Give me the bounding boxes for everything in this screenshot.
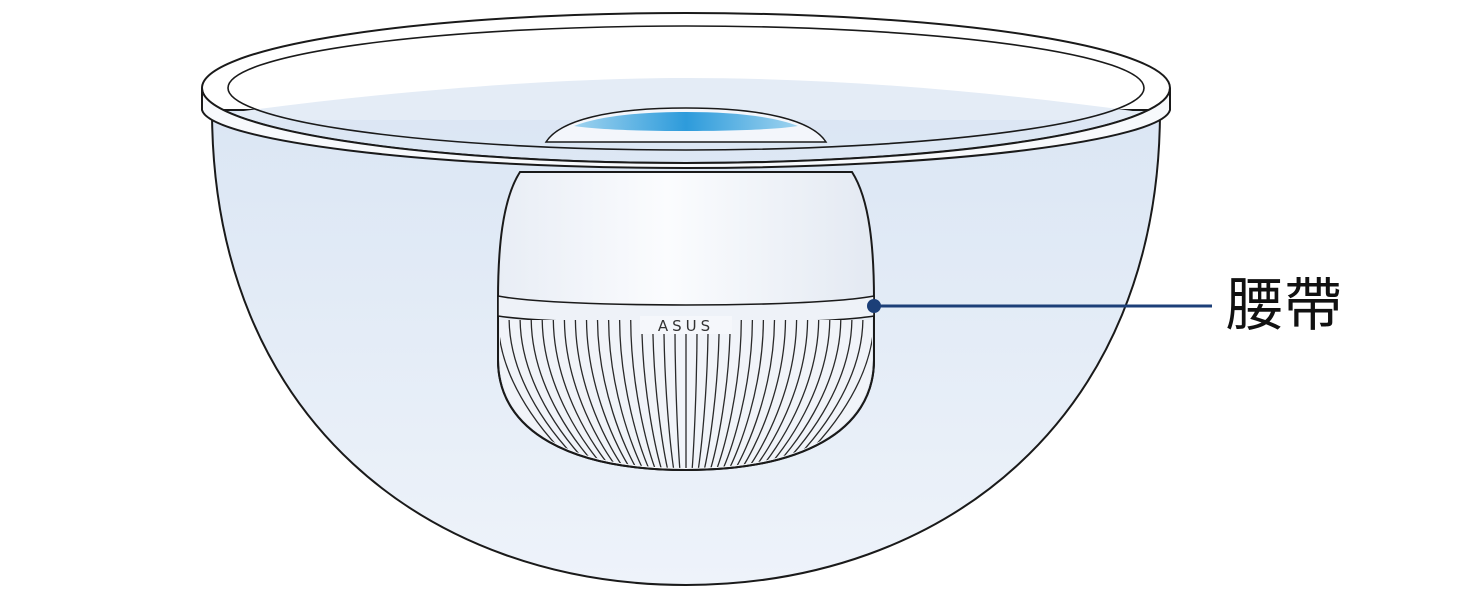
grill-rib: [585, 320, 632, 468]
bowl-rim-band: [201, 87, 1171, 170]
grill-rib: [734, 320, 776, 468]
grill-rib: [715, 320, 742, 468]
grill-rib: [641, 320, 663, 468]
brand-text: ASUS: [658, 317, 714, 335]
grill-rib: [674, 320, 681, 468]
grill-rib: [752, 320, 809, 468]
grill-rib: [630, 320, 657, 468]
grill-rib: [652, 320, 669, 468]
grill-rib: [563, 320, 620, 468]
grill-rib: [691, 320, 698, 468]
grill-rib: [709, 320, 731, 468]
callout-marker-dot: [867, 299, 881, 313]
grill-rib: [721, 320, 754, 468]
grill-rib: [574, 320, 626, 468]
brand-strip: [640, 316, 732, 334]
grill-rib: [607, 320, 644, 468]
grill-rib: [746, 320, 798, 468]
callout-label-waist-band: 腰帶: [1226, 271, 1343, 339]
grill-rib: [728, 320, 765, 468]
grill-rib: [703, 320, 720, 468]
device-grill-outline: [497, 318, 875, 472]
bowl-rim-inner: [227, 25, 1145, 151]
grill-rib: [697, 320, 709, 468]
grill-rib: [618, 320, 651, 468]
grill-rib: [740, 320, 787, 468]
device-led-ring: [574, 112, 798, 131]
grill-rib: [663, 320, 675, 468]
water-surface: [236, 78, 1140, 120]
grill-rib: [596, 320, 638, 468]
